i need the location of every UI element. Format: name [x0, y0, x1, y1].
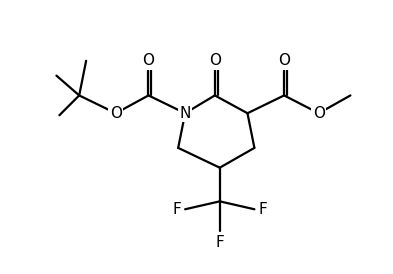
- Text: F: F: [258, 202, 267, 217]
- Text: O: O: [278, 53, 290, 68]
- Text: O: O: [209, 53, 221, 68]
- Text: F: F: [215, 235, 224, 250]
- Text: F: F: [173, 202, 181, 217]
- Text: O: O: [110, 106, 122, 121]
- Text: O: O: [143, 53, 154, 68]
- Text: N: N: [180, 106, 191, 121]
- Text: O: O: [313, 106, 325, 121]
